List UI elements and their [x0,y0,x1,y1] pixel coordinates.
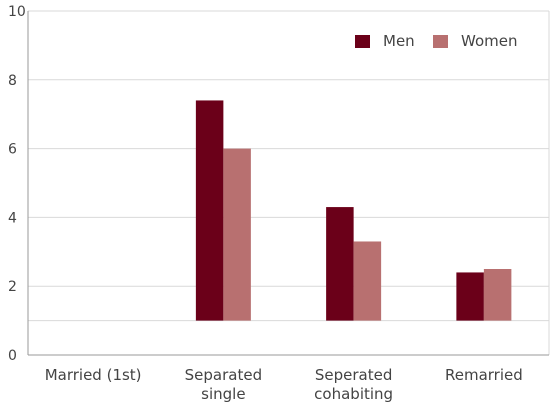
bars [195,100,512,321]
category-label: cohabiting [314,385,393,403]
legend-label: Women [461,32,517,50]
category-label: Remarried [445,366,523,384]
bar-women [353,241,382,321]
bar-men [456,272,484,321]
bar-men [195,100,224,321]
bar-women [223,148,251,321]
legend-swatch-women [433,35,448,48]
bar-women [483,269,512,321]
legend-swatch-men [355,35,370,48]
category-label: Separated [185,366,262,384]
y-tick-label: 0 [8,348,17,364]
legend-label: Men [383,32,415,50]
category-label: Seperated [315,366,393,384]
category-label: single [201,385,245,403]
y-tick-label: 10 [8,4,26,20]
y-tick-label: 8 [8,73,17,89]
legend: Men Women [355,32,517,50]
bar-men [326,207,354,321]
category-label: Married (1st) [45,366,142,384]
y-tick-label: 2 [8,279,17,295]
grid-lines [28,10,550,355]
y-tick-label: 4 [8,210,17,226]
y-axis-ticks: 0 2 4 6 8 10 [8,4,26,364]
y-tick-label: 6 [8,142,17,158]
